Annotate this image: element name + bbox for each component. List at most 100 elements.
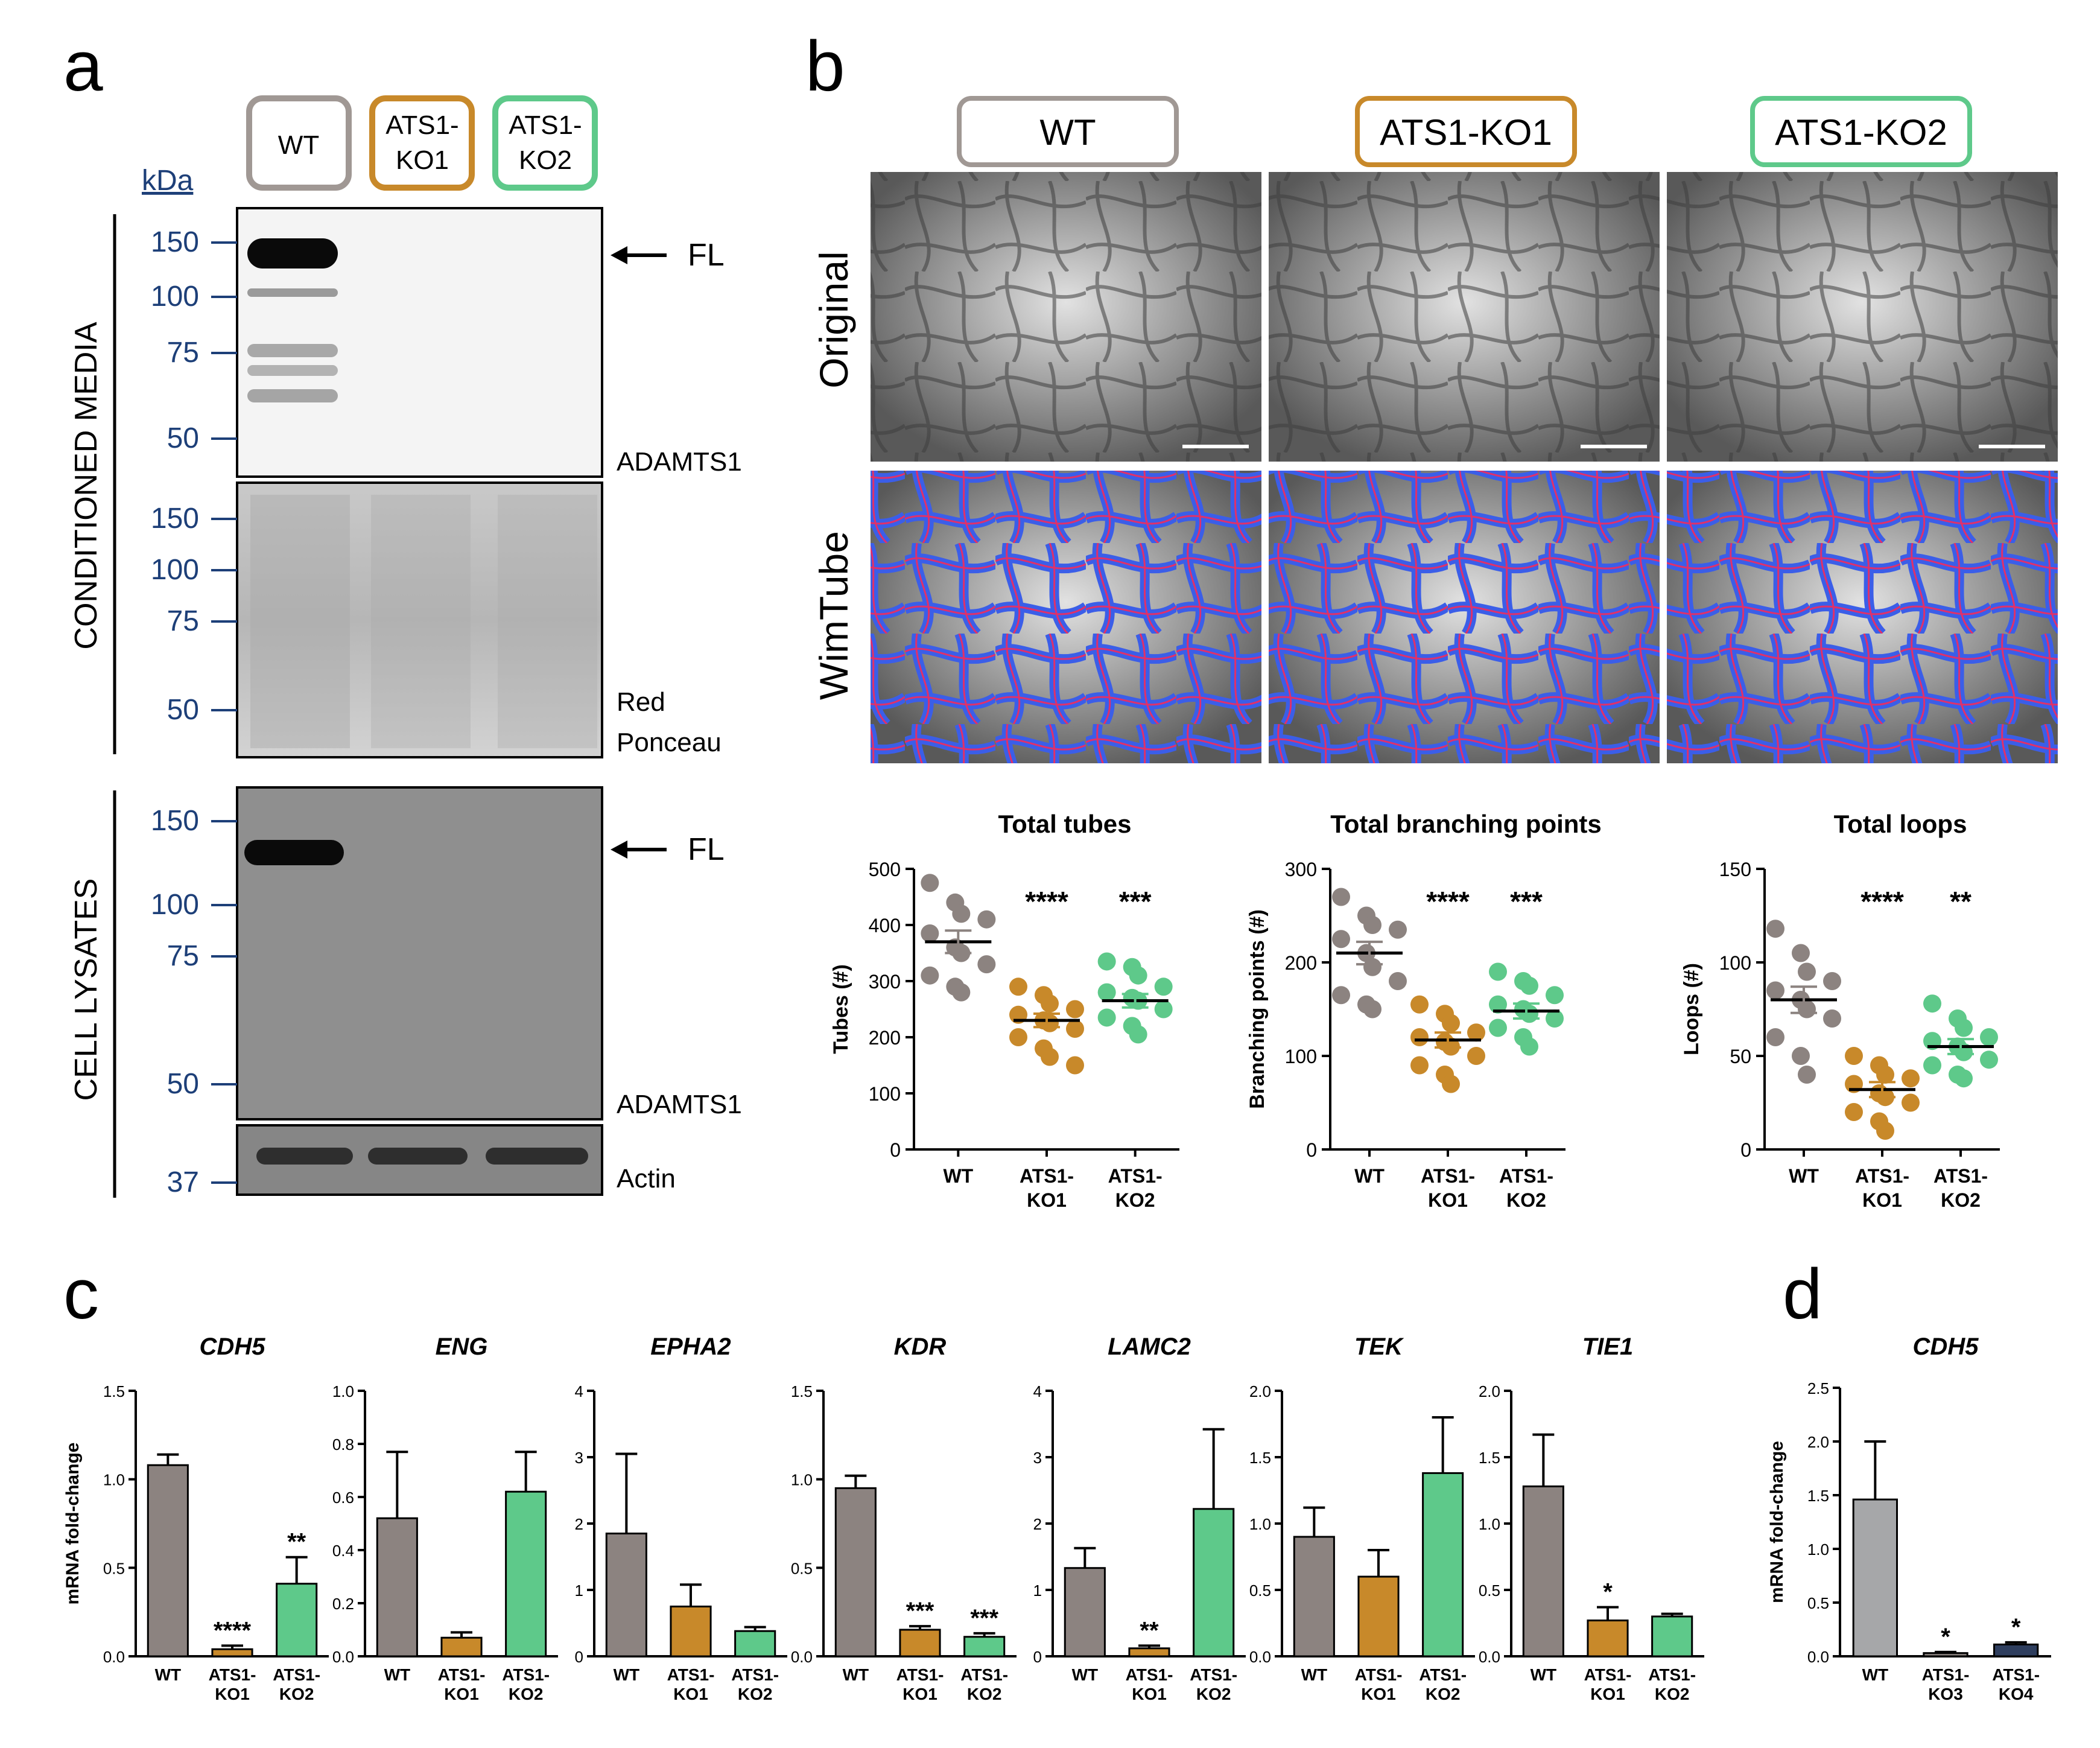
panel-letter-c: c xyxy=(63,1254,99,1334)
y-axis-label: mRNA fold-change xyxy=(63,1443,83,1605)
panel-letter-b: b xyxy=(805,27,845,106)
x-tick-label: ATS1-KO1 xyxy=(1421,1165,1475,1211)
y-tick-label: 300 xyxy=(1285,859,1317,880)
ponceau-lane-1 xyxy=(250,495,350,748)
bar xyxy=(1193,1508,1235,1657)
bar xyxy=(670,1606,712,1657)
panel-b-tube-images: WT ATS1-KO1 ATS1-KO2 Original WimTube xyxy=(811,96,2058,763)
x-tick-label: ATS1-KO1 xyxy=(1855,1165,1909,1211)
actin-band-2 xyxy=(368,1148,468,1165)
row-label-wimtube: WimTube xyxy=(811,531,856,700)
bar xyxy=(1064,1567,1106,1657)
bar xyxy=(276,1583,318,1657)
x-tick-label: ATS1-KO2 xyxy=(1648,1665,1696,1703)
y-tick-label: 150 xyxy=(1719,859,1751,880)
y-tick-label: 1 xyxy=(1033,1581,1042,1600)
scatter-point xyxy=(1154,1000,1173,1019)
x-tick-label: ATS1-KO1 xyxy=(667,1665,715,1703)
chart-title: KDR xyxy=(894,1333,947,1360)
x-tick-label: ATS1-KO2 xyxy=(1419,1665,1467,1703)
blot-2-marker-75: 75 xyxy=(167,605,199,637)
y-tick-label: 1.5 xyxy=(1249,1449,1271,1467)
bar xyxy=(1422,1472,1464,1657)
scatter-point xyxy=(1489,1019,1507,1037)
blot-3-band-fl xyxy=(244,840,344,865)
ponceau-lane-2 xyxy=(371,495,471,748)
image-original-ko2-vessels xyxy=(1667,172,2058,462)
col-label-ko1: ATS1-KO1 xyxy=(1380,112,1552,153)
scatter-point xyxy=(1792,944,1810,962)
scatter-point xyxy=(1766,920,1784,938)
scatter-point xyxy=(1766,1028,1784,1046)
scatter-point xyxy=(1041,994,1059,1013)
x-tick-label: ATS1-KO1 xyxy=(209,1665,256,1703)
bar-chart-2: ENG 0.0 0.2 0.4 0.6 0.8 1.0 WT ATS1-KO1 ATS1-KO2 xyxy=(332,1333,558,1703)
blot-2-label-line-2: Ponceau xyxy=(617,728,722,757)
blot-1-arrow-label: FL xyxy=(688,238,725,273)
bar xyxy=(1522,1485,1564,1657)
y-tick-label: 1.5 xyxy=(1807,1487,1829,1505)
scatter-point xyxy=(952,983,971,1002)
y-tick-label: 4 xyxy=(575,1382,583,1400)
y-axis-label: mRNA fold-change xyxy=(1767,1441,1787,1603)
y-tick-label: 0.2 xyxy=(332,1595,354,1613)
chart-title: Total loops xyxy=(1834,810,1967,838)
actin-band-1 xyxy=(256,1148,353,1165)
x-tick-label: ATS1-KO1 xyxy=(1126,1665,1173,1703)
scatter-point xyxy=(1332,930,1350,949)
blot-1-marker-150: 150 xyxy=(151,226,199,258)
significance-label: *** xyxy=(906,1598,934,1624)
bar xyxy=(147,1464,189,1657)
y-tick-label: 0.0 xyxy=(791,1648,813,1666)
y-tick-label: 0.0 xyxy=(1807,1648,1829,1666)
scatter-point xyxy=(1902,1093,1920,1112)
chart-title: TEK xyxy=(1354,1333,1404,1360)
bar xyxy=(1357,1575,1400,1657)
scatter-point xyxy=(1009,1028,1027,1046)
significance-label: ** xyxy=(1140,1617,1159,1644)
bar xyxy=(734,1630,776,1657)
scatter-point xyxy=(921,966,939,985)
significance-label: **** xyxy=(1426,886,1470,917)
y-tick-label: 0.5 xyxy=(1807,1594,1829,1612)
y-tick-label: 100 xyxy=(869,1083,901,1105)
bar-chart-7: TIE1 0.0 0.5 1.0 1.5 2.0 WT ATS1-KO1 * ATS1-KO2 xyxy=(1479,1333,1704,1703)
blot-1-band-fl xyxy=(247,238,338,269)
scatter-point xyxy=(1389,920,1407,939)
scatter-point xyxy=(1923,994,1941,1013)
bar xyxy=(1993,1643,2039,1657)
scatter-point xyxy=(1041,1047,1059,1066)
scatter-point xyxy=(1845,1103,1863,1121)
lane-label-wt: WT xyxy=(278,130,319,160)
y-tick-label: 100 xyxy=(1285,1046,1317,1067)
x-tick-label: WT xyxy=(1072,1665,1099,1684)
scatter-point xyxy=(1066,1056,1084,1075)
scatter-point xyxy=(1955,1019,1973,1037)
y-tick-label: 50 xyxy=(1730,1046,1751,1067)
lane-label-box-wt xyxy=(246,95,352,191)
y-tick-label: 0 xyxy=(1740,1139,1751,1161)
x-tick-label: WT xyxy=(1354,1165,1385,1187)
scatter-point xyxy=(1798,1066,1816,1084)
scatter-point xyxy=(1041,1014,1059,1032)
y-tick-label: 1 xyxy=(575,1581,583,1600)
y-tick-label: 0.6 xyxy=(332,1489,354,1507)
image-wimtube-ko1-network xyxy=(1269,471,1660,763)
blot-2-marker-150: 150 xyxy=(151,503,199,535)
chart-title: LAMC2 xyxy=(1108,1333,1191,1360)
blot-3-marker-100: 100 xyxy=(151,889,199,921)
bar-chart-5: LAMC2 0 1 2 3 4 WT ATS1-KO1 ** ATS1-KO2 xyxy=(1033,1333,1246,1703)
bar xyxy=(376,1517,418,1657)
y-tick-label: 0.5 xyxy=(1249,1581,1271,1600)
y-tick-label: 1.0 xyxy=(791,1471,813,1489)
chart-title: CDH5 xyxy=(200,1333,266,1360)
chart-title: CDH5 xyxy=(1913,1333,1979,1360)
blot-1-marker-75: 75 xyxy=(167,337,199,369)
x-tick-label: ATS1-KO1 xyxy=(1355,1665,1403,1703)
scatter-chart-3: Total loops 0 50 100 150 Loops (#) WT ATS1-KO1 *… xyxy=(1680,810,2000,1211)
bar xyxy=(1293,1536,1335,1657)
scatter-point xyxy=(1467,1047,1485,1065)
scatter-point xyxy=(1792,1047,1810,1065)
y-tick-label: 0.0 xyxy=(1479,1648,1500,1666)
y-tick-label: 0.8 xyxy=(332,1435,354,1454)
